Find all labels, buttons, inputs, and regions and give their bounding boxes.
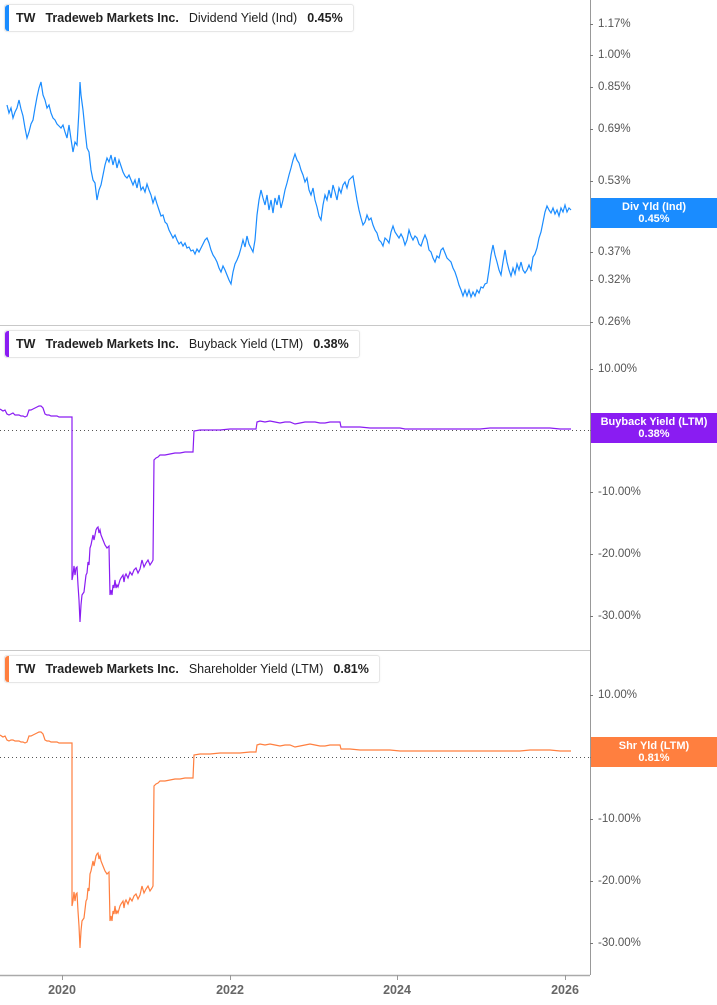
x-tick-label: 2020 <box>48 983 76 997</box>
shareholder-yield-panel: TW Tradeweb Markets Inc. Shareholder Yie… <box>0 651 717 975</box>
tag-label: Shr Yld (LTM) <box>618 740 690 752</box>
tag-label: Div Yld (Ind) <box>622 201 686 213</box>
ticker-label: TW <box>16 337 36 351</box>
y-tick-label: -30.00% <box>598 937 641 949</box>
x-tick-label: 2026 <box>551 983 579 997</box>
metric-label: Dividend Yield (Ind) <box>188 11 298 25</box>
y-tick-label: 0.26% <box>598 316 631 328</box>
metric-label: Shareholder Yield (LTM) <box>188 662 324 676</box>
y-tick-mark <box>590 87 593 88</box>
y-tick-mark <box>590 24 593 25</box>
tag-value: 0.81% <box>638 752 670 764</box>
tag-value: 0.38% <box>638 428 670 440</box>
series-color-swatch <box>5 331 9 357</box>
dividend-yield-panel: TW Tradeweb Markets Inc. Dividend Yield … <box>0 0 717 325</box>
x-tick-label: 2024 <box>383 983 411 997</box>
y-tick-label: -10.00% <box>598 813 641 825</box>
y-tick-mark <box>590 943 593 944</box>
company-label: Tradeweb Markets Inc. <box>45 11 179 25</box>
y-tick-mark <box>590 616 593 617</box>
y-tick-mark <box>590 129 593 130</box>
x-tick-mark <box>565 975 566 980</box>
y-tick-label: 0.69% <box>598 123 631 135</box>
y-tick-label: 10.00% <box>598 363 638 375</box>
x-tick-mark <box>62 975 63 980</box>
buyback-yield-line <box>0 405 571 623</box>
company-label: Tradeweb Markets Inc. <box>45 337 179 351</box>
y-tick-label: 10.00% <box>598 689 638 701</box>
y-tick-mark <box>590 554 593 555</box>
shareholder-yield-legend[interactable]: TW Tradeweb Markets Inc. Shareholder Yie… <box>4 655 380 683</box>
y-tick-mark <box>590 369 593 370</box>
y-tick-label: 0.53% <box>598 175 631 187</box>
y-tick-label: 0.37% <box>598 246 631 258</box>
y-tick-label: 1.17% <box>598 18 631 30</box>
buyback-yield-panel: TW Tradeweb Markets Inc. Buyback Yield (… <box>0 326 717 650</box>
y-tick-label: -20.00% <box>598 548 641 560</box>
shareholder-yield-value-tag: Shr Yld (LTM) 0.81% <box>591 737 717 767</box>
series-color-swatch <box>5 5 9 31</box>
metric-label: Buyback Yield (LTM) <box>188 337 304 351</box>
y-tick-label: -20.00% <box>598 875 641 887</box>
y-tick-label: 0.32% <box>598 274 631 286</box>
dividend-yield-line <box>6 81 572 299</box>
y-tick-mark <box>590 322 593 323</box>
y-tick-mark <box>590 492 593 493</box>
dividend-yield-legend[interactable]: TW Tradeweb Markets Inc. Dividend Yield … <box>4 4 354 32</box>
dividend-yield-value-tag: Div Yld (Ind) 0.45% <box>591 198 717 228</box>
y-tick-mark <box>590 55 593 56</box>
y-tick-label: -30.00% <box>598 610 641 622</box>
metric-value: 0.38% <box>313 337 349 351</box>
shareholder-yield-line <box>0 731 571 949</box>
x-tick-label: 2022 <box>216 983 244 997</box>
ticker-label: TW <box>16 11 36 25</box>
y-tick-label: 0.85% <box>598 81 631 93</box>
tag-label: Buyback Yield (LTM) <box>600 416 708 428</box>
y-tick-mark <box>590 181 593 182</box>
company-label: Tradeweb Markets Inc. <box>45 662 179 676</box>
y-tick-mark <box>590 252 593 253</box>
buyback-yield-value-tag: Buyback Yield (LTM) 0.38% <box>591 413 717 443</box>
y-tick-mark <box>590 819 593 820</box>
series-color-swatch <box>5 656 9 682</box>
buyback-yield-legend[interactable]: TW Tradeweb Markets Inc. Buyback Yield (… <box>4 330 360 358</box>
y-tick-mark <box>590 881 593 882</box>
ticker-label: TW <box>16 662 36 676</box>
y-tick-label: 1.00% <box>598 49 631 61</box>
tag-value: 0.45% <box>638 213 670 225</box>
y-tick-mark <box>590 695 593 696</box>
y-tick-label: -10.00% <box>598 486 641 498</box>
metric-value: 0.45% <box>307 11 343 25</box>
x-tick-mark <box>230 975 231 980</box>
metric-value: 0.81% <box>333 662 369 676</box>
y-tick-mark <box>590 280 593 281</box>
x-tick-mark <box>397 975 398 980</box>
